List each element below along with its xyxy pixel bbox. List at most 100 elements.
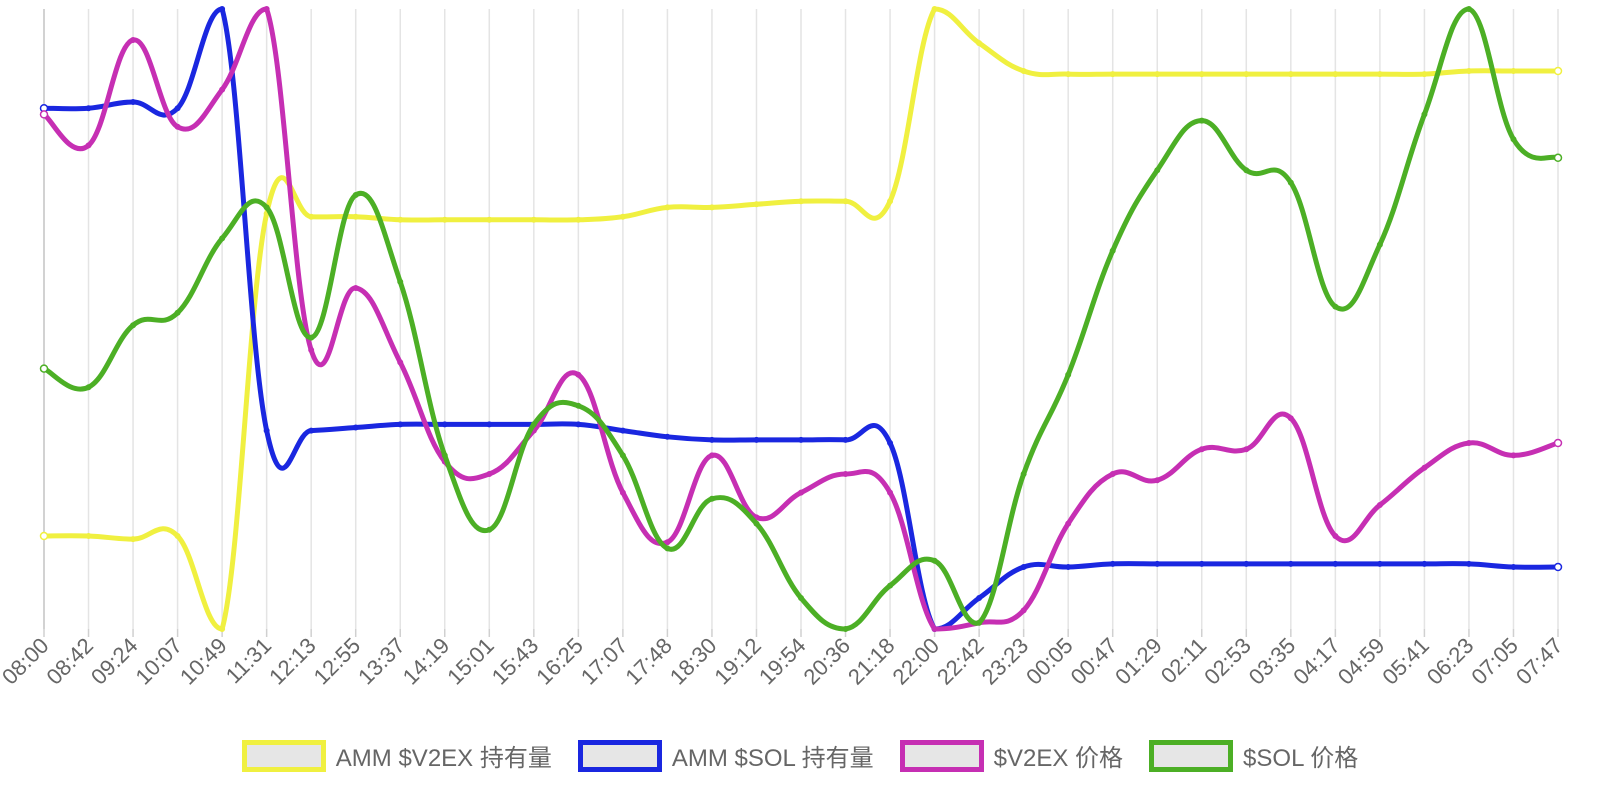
x-tick-label: 10:07 <box>131 633 188 690</box>
data-point <box>1154 560 1161 567</box>
data-point <box>1109 247 1116 254</box>
x-tick-label: 05:41 <box>1377 633 1434 690</box>
data-point <box>219 626 226 632</box>
data-point <box>486 526 493 533</box>
data-point <box>1065 371 1072 378</box>
data-point <box>308 334 315 341</box>
data-point <box>130 37 137 43</box>
data-point <box>130 536 137 543</box>
data-point <box>619 213 626 220</box>
data-point <box>619 489 626 496</box>
data-point <box>1154 167 1161 174</box>
data-point <box>1065 71 1072 78</box>
data-point <box>85 142 92 149</box>
data-point <box>397 359 404 366</box>
data-point <box>1154 477 1161 484</box>
data-point <box>1020 564 1027 570</box>
legend-label: $V2EX 价格 <box>993 745 1124 772</box>
data-point <box>664 204 671 211</box>
legend-item-sol-price[interactable]: $SOL 价格 <box>1149 738 1358 773</box>
x-tick-labels: 08:0008:4209:2410:0710:4911:3112:1312:55… <box>0 633 1568 690</box>
data-point <box>1332 560 1339 567</box>
data-point <box>1553 562 1563 572</box>
data-point <box>887 440 894 446</box>
data-point <box>842 436 849 443</box>
data-point <box>308 347 315 353</box>
data-point <box>664 539 671 546</box>
data-point <box>664 433 671 440</box>
data-point <box>397 216 404 223</box>
x-tick-label: 02:53 <box>1199 633 1256 690</box>
data-point <box>1243 446 1250 453</box>
data-point <box>619 452 626 459</box>
data-point <box>1465 560 1472 567</box>
data-point <box>931 626 938 632</box>
data-point <box>1553 66 1563 76</box>
x-tick-label: 12:13 <box>264 633 321 690</box>
data-point <box>130 99 137 105</box>
x-tick-label: 08:00 <box>0 633 54 690</box>
series-line-2 <box>41 6 1561 632</box>
x-tick-label: 15:43 <box>487 633 544 690</box>
legend-item-v2ex-price[interactable]: $V2EX 价格 <box>899 738 1124 773</box>
legend-label: AMM $V2EX 持有量 <box>335 745 552 772</box>
legend-swatch <box>241 739 326 772</box>
data-point <box>39 364 49 373</box>
data-point <box>798 198 804 205</box>
data-point <box>219 6 226 12</box>
data-point <box>708 452 715 459</box>
data-point <box>1198 71 1205 78</box>
data-point <box>85 533 92 539</box>
data-point <box>1109 560 1116 567</box>
series-line-0 <box>41 6 1561 632</box>
x-tick-label: 02:11 <box>1156 633 1211 688</box>
data-point <box>174 533 181 539</box>
x-tick-label: 16:25 <box>531 633 588 690</box>
line-chart: 08:0008:4209:2410:0710:4911:3112:1312:55… <box>0 6 1568 690</box>
x-tick-label: 12:55 <box>309 633 366 690</box>
data-point <box>130 322 137 329</box>
data-point <box>1376 241 1383 248</box>
x-tick-label: 04:17 <box>1288 633 1345 690</box>
data-point <box>39 531 49 541</box>
data-point <box>1553 438 1563 448</box>
data-point <box>753 520 760 527</box>
data-point <box>308 213 315 220</box>
data-point <box>887 489 894 496</box>
data-point <box>976 40 983 47</box>
data-point <box>1376 560 1383 567</box>
x-tick-label: 17:48 <box>620 633 677 690</box>
x-tick-label: 15:01 <box>442 633 499 690</box>
legend-item-amm-v2ex[interactable]: AMM $V2EX 持有量 <box>241 738 552 773</box>
data-point <box>1376 502 1383 508</box>
data-point <box>1109 71 1116 78</box>
data-point <box>85 105 92 112</box>
x-tick-label: 20:36 <box>798 633 855 690</box>
series-lines <box>39 6 1563 632</box>
x-tick-label: 07:47 <box>1511 633 1568 690</box>
data-point <box>486 216 493 223</box>
data-point <box>1421 111 1428 118</box>
legend: AMM $V2EX 持有量 AMM $SOL 持有量 $V2EX 价格 $SOL… <box>0 738 1600 773</box>
data-point <box>1020 471 1027 477</box>
data-point <box>842 198 849 205</box>
data-point <box>575 421 582 428</box>
x-tick-label: 13:37 <box>353 633 410 690</box>
x-tick-label: 19:54 <box>754 633 811 690</box>
data-point <box>976 595 983 601</box>
data-point <box>887 198 894 205</box>
data-point <box>441 421 448 428</box>
legend-item-amm-sol[interactable]: AMM $SOL 持有量 <box>577 738 874 773</box>
data-point <box>1243 71 1250 78</box>
series-line-1 <box>41 6 1561 632</box>
data-point <box>397 278 404 285</box>
x-tick-label: 07:05 <box>1466 633 1523 690</box>
data-point <box>530 421 537 428</box>
data-point <box>1465 440 1472 446</box>
data-point <box>1465 68 1472 74</box>
data-point <box>441 452 448 459</box>
data-point <box>1109 471 1116 477</box>
data-point <box>1020 68 1027 74</box>
data-point <box>1020 607 1027 614</box>
data-point <box>1510 136 1517 143</box>
